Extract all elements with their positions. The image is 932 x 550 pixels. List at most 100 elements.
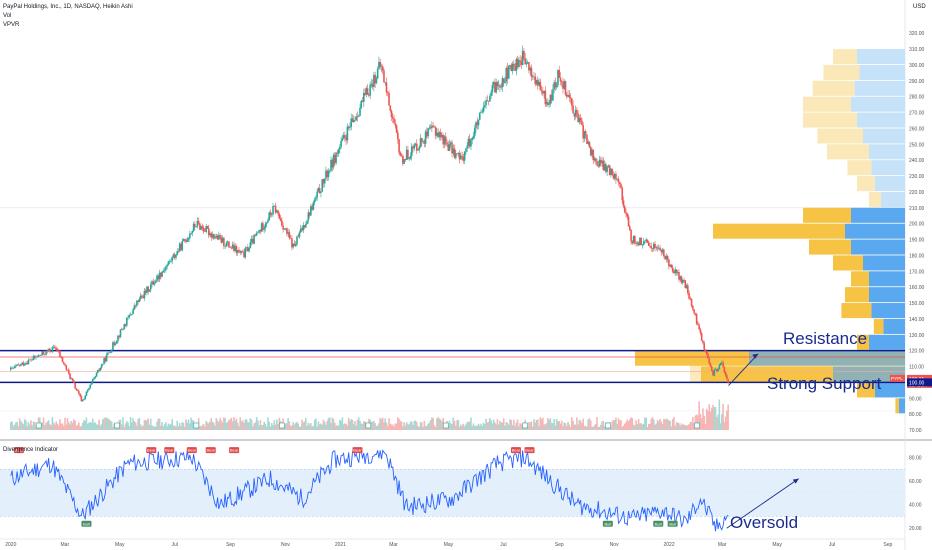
candle-body: [305, 224, 307, 228]
volume-bar: [568, 424, 571, 430]
volume-bar: [549, 418, 552, 430]
price-tick-label: 240.00: [909, 158, 925, 164]
volume-bar: [17, 426, 20, 430]
symbol-header[interactable]: PayPal Holdings, Inc., 1D, NASDAQ, Heiki…: [3, 4, 133, 10]
volume-bar: [199, 426, 201, 430]
osc-arrow-head: [792, 478, 799, 484]
candle-body: [649, 245, 651, 247]
candle-body: [301, 228, 303, 231]
volume-bar: [602, 420, 605, 430]
volume-bar: [516, 419, 519, 430]
candle-body: [315, 197, 317, 200]
candle-body: [594, 158, 597, 162]
volume-bar: [562, 426, 564, 430]
volume-bar: [420, 422, 423, 430]
candle-body: [259, 230, 262, 232]
candle-body: [224, 246, 226, 247]
currency-label: USD: [913, 4, 926, 10]
volume-bar: [514, 425, 516, 430]
volume-bar: [402, 426, 404, 430]
volume-bar: [45, 422, 47, 430]
candle-body: [658, 247, 660, 249]
candle-body: [486, 100, 489, 102]
volume-bar: [487, 421, 490, 430]
volume-bar: [83, 420, 85, 430]
volume-bar: [690, 421, 693, 430]
volume-legend[interactable]: Vol: [3, 13, 12, 19]
candle-body: [553, 82, 555, 90]
oscillator-title[interactable]: Divergence Indicator: [3, 447, 59, 453]
vpvr-legend[interactable]: VPVR: [3, 22, 20, 28]
volume-bar: [472, 423, 475, 430]
volume-bar: [465, 424, 467, 430]
volume-bar: [666, 419, 669, 430]
candle-body: [472, 135, 475, 139]
candle-body: [683, 280, 685, 281]
candle-body: [451, 142, 453, 154]
candle-body: [482, 106, 485, 112]
candle-body: [108, 352, 110, 354]
time-tick-label: Jul: [500, 542, 506, 548]
oversold-annotation[interactable]: Oversold: [730, 513, 799, 532]
candle-body: [59, 351, 61, 357]
vp-bar-down: [845, 287, 869, 303]
vp-bar-down: [873, 318, 884, 334]
volume-bar: [593, 425, 596, 430]
candle-body: [555, 85, 558, 88]
volume-bar: [230, 417, 233, 430]
candle-body: [33, 356, 36, 358]
candle-body: [136, 300, 138, 306]
volume-bar: [671, 419, 674, 430]
time-tick-label: Jul: [829, 542, 835, 548]
resistance-annotation[interactable]: Resistance: [783, 329, 868, 348]
volume-bar: [259, 420, 262, 430]
candle-body: [209, 233, 211, 236]
volume-bar: [351, 419, 354, 430]
candle-body: [564, 81, 567, 95]
volume-bar: [586, 426, 588, 430]
candle-body: [80, 396, 83, 402]
volume-bar: [360, 423, 363, 430]
candle-body: [571, 98, 573, 106]
candle-body: [384, 82, 387, 84]
candle-body: [676, 271, 679, 273]
volume-bar: [640, 423, 642, 430]
candle-body: [22, 362, 25, 366]
candle-body: [645, 239, 647, 241]
candle-body: [650, 246, 653, 249]
candle-body: [252, 238, 254, 244]
volume-bar: [258, 425, 260, 430]
volume-bar: [705, 408, 708, 430]
volume-bar: [64, 417, 66, 430]
candle-body: [579, 117, 582, 121]
volume-bar: [615, 417, 617, 430]
volume-bar: [134, 422, 137, 430]
candle-body: [577, 113, 579, 123]
candle-body: [397, 132, 399, 140]
candle-body: [61, 357, 64, 363]
candle-body: [229, 247, 231, 248]
volume-bar: [93, 422, 95, 430]
signal-badge: [13, 447, 24, 454]
candle-body: [356, 116, 359, 118]
candle-body: [545, 101, 548, 105]
volume-bar: [18, 418, 21, 430]
candle-body: [452, 148, 455, 154]
candle-body: [625, 212, 627, 214]
candle-body: [334, 154, 336, 164]
volume-bar: [511, 424, 514, 430]
volume-bar: [723, 422, 726, 430]
volume-bar: [504, 425, 506, 430]
osc-tick-label: 40.00: [909, 503, 922, 509]
candle-body: [620, 183, 622, 188]
volume-bar: [422, 426, 424, 430]
volume-bar: [335, 426, 337, 430]
candle-body: [408, 158, 410, 160]
volume-bar: [269, 426, 272, 430]
volume-bar: [65, 424, 68, 430]
support-annotation[interactable]: Strong Support: [767, 374, 882, 393]
volume-bar: [501, 422, 504, 430]
candle-body: [37, 355, 40, 357]
volume-bar: [80, 426, 83, 430]
